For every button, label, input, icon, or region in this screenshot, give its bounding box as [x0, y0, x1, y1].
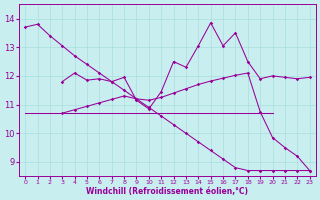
X-axis label: Windchill (Refroidissement éolien,°C): Windchill (Refroidissement éolien,°C) — [86, 187, 248, 196]
